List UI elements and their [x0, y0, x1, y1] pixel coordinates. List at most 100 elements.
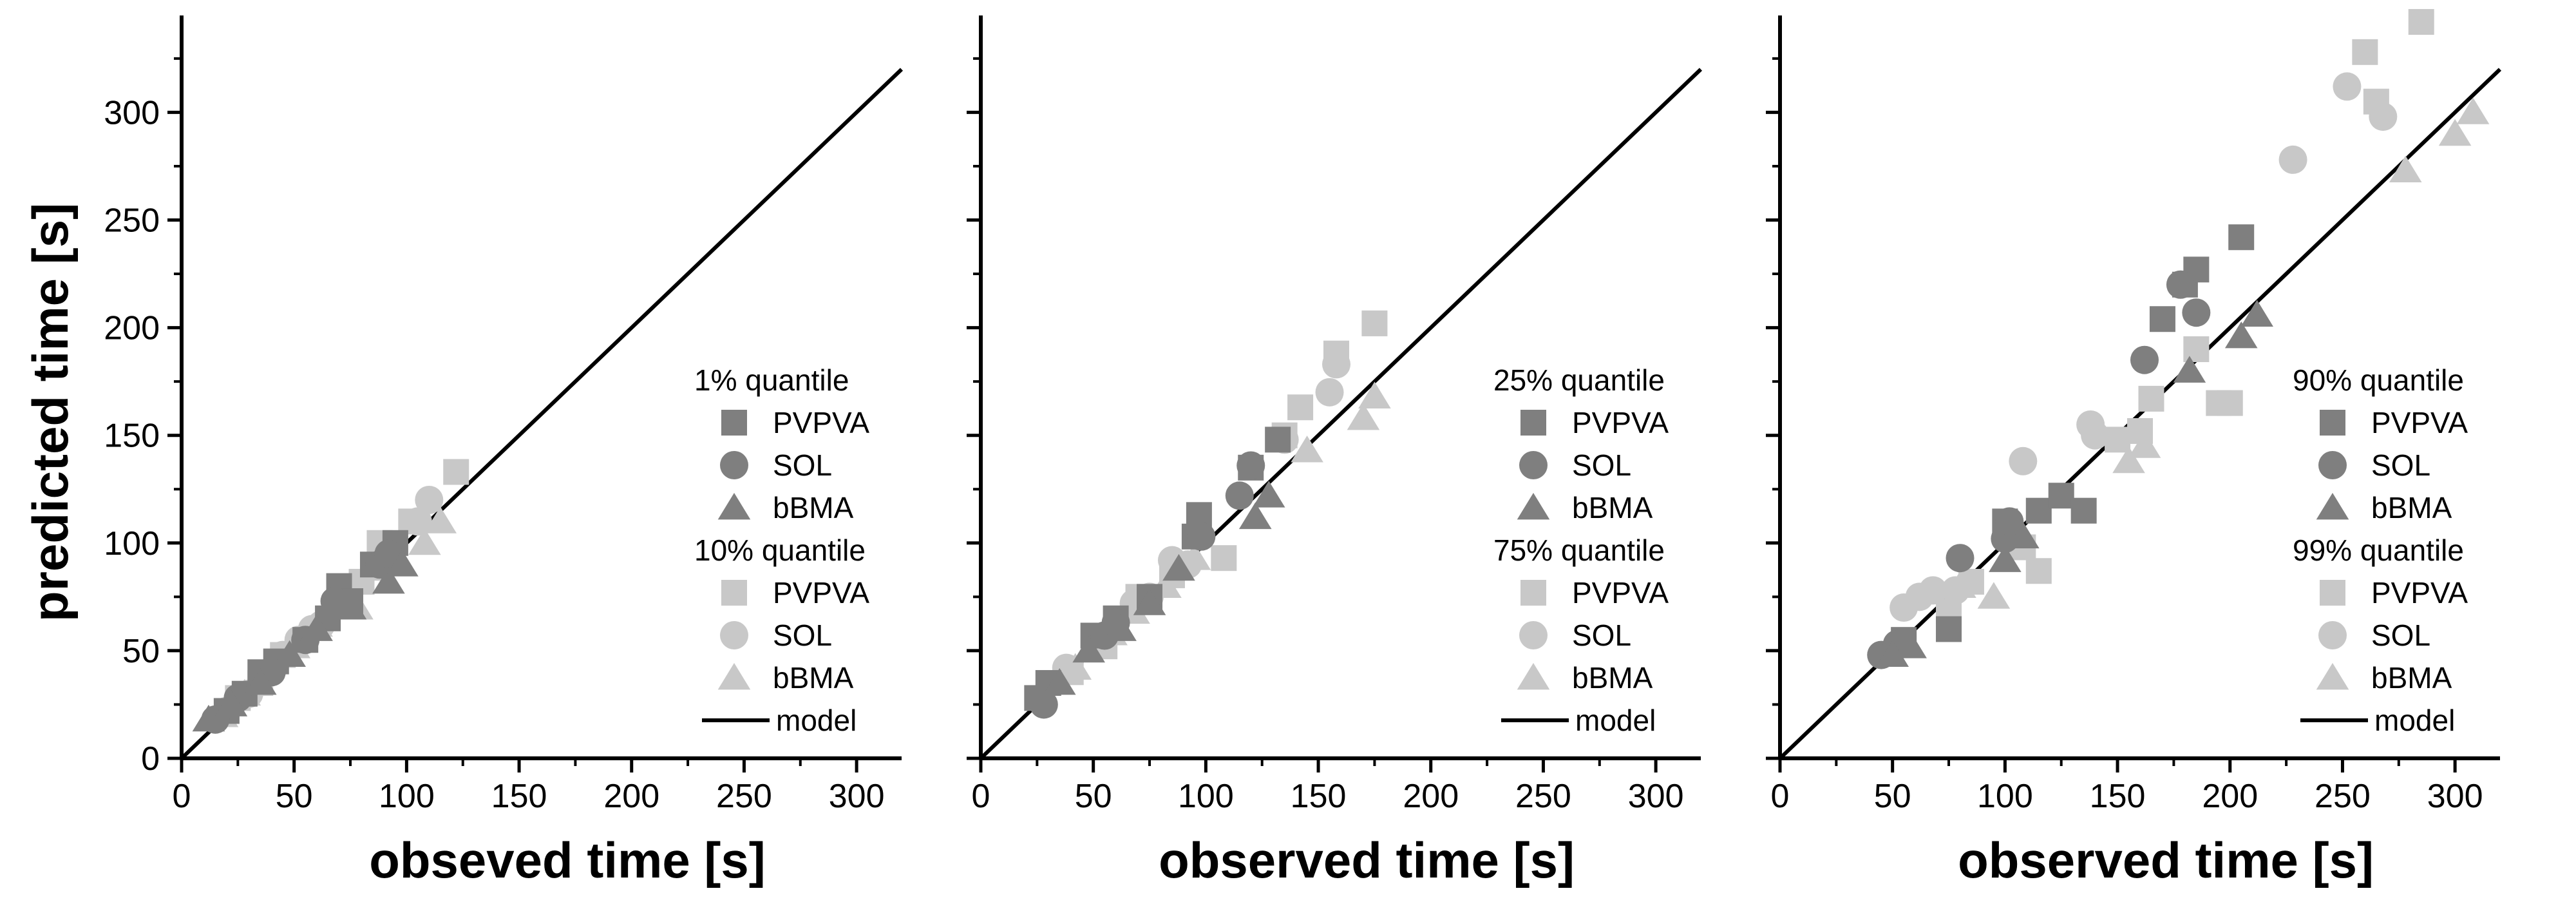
x-tick-label: 300 — [2427, 778, 2483, 815]
y-tick-label: 0 — [141, 740, 160, 778]
data-point-pvpva-square — [2105, 427, 2131, 453]
data-point-sol-circle — [1225, 481, 1254, 510]
data-point-bbma-triangle — [192, 704, 225, 732]
legend-marker-triangle — [717, 663, 751, 690]
data-point-sol-circle — [2369, 102, 2398, 131]
data-point-sol-circle — [1236, 451, 1265, 480]
data-point-bbma-triangle — [2240, 300, 2273, 327]
data-point-bbma-triangle — [2224, 321, 2258, 349]
data-point-sol-circle — [2278, 145, 2307, 174]
data-point-bbma-triangle — [1043, 668, 1076, 695]
panel-2: 0 50 100 150 200 250 300 observed time [s] 25% q… — [967, 15, 1703, 888]
data-point-bbma-triangle — [424, 506, 457, 533]
x-tick-label: 50 — [1874, 778, 1911, 815]
data-point-sol-circle — [2166, 270, 2195, 299]
data-point-bbma-triangle — [2007, 521, 2040, 549]
x-tick-label: 100 — [1178, 778, 1234, 815]
data-point-pvpva-square — [2183, 336, 2210, 363]
legend-marker-square — [1520, 410, 1546, 436]
data-point-bbma-triangle — [1133, 588, 1166, 615]
x-tick-label: 150 — [1291, 778, 1347, 815]
y-tick-label: 250 — [104, 202, 160, 239]
legend-label: PVPVA — [773, 576, 869, 609]
data-point-pvpva-square — [2138, 385, 2164, 412]
legend-label: SOL — [1572, 619, 1631, 652]
x-axis-title: observed time [s] — [1958, 832, 2374, 888]
data-point-sol-circle — [2009, 446, 2038, 475]
data-point-bbma-triangle — [386, 550, 419, 577]
data-point-sol-circle — [1029, 690, 1058, 719]
x-tick-label: 100 — [379, 778, 435, 815]
data-point-bbma-triangle — [334, 593, 367, 620]
legend-label: SOL — [2371, 619, 2430, 652]
legend-marker-circle — [2318, 451, 2347, 479]
data-point-bbma-triangle — [1252, 481, 1285, 508]
legend-marker-square — [721, 410, 747, 436]
data-point-bbma-triangle — [1358, 381, 1391, 408]
y-tick-label: 50 — [122, 633, 160, 670]
data-point-sol-circle — [1322, 350, 1351, 379]
data-point-pvpva-square — [2048, 483, 2074, 509]
legend-label: PVPVA — [2371, 576, 2468, 609]
legend-label: SOL — [1572, 448, 1631, 482]
data-point-bbma-triangle — [1072, 635, 1105, 663]
data-point-sol-circle — [2333, 72, 2362, 101]
x-tick-label: 50 — [276, 778, 313, 815]
legend-label: bBMA — [773, 491, 854, 524]
data-point-bbma-triangle — [1059, 653, 1092, 680]
data-point-sol-circle — [1946, 544, 1975, 573]
legend-label: bBMA — [1572, 661, 1653, 695]
data-point-bbma-triangle — [408, 528, 441, 555]
data-point-pvpva-square — [2217, 390, 2243, 416]
x-tick-label: 150 — [491, 778, 547, 815]
data-point-sol-circle — [1187, 522, 1216, 551]
legend-marker-circle — [1519, 621, 1548, 649]
data-point-pvpva-square — [2070, 497, 2097, 524]
data-point-bbma-triangle — [2456, 97, 2490, 124]
data-point-bbma-triangle — [1291, 436, 1323, 463]
data-point-bbma-triangle — [1989, 545, 2022, 572]
legend-marker-circle — [720, 451, 748, 479]
legend-label: PVPVA — [1572, 576, 1669, 609]
data-point-bbma-triangle — [243, 668, 277, 695]
data-point-pvpva-square — [2025, 558, 2052, 584]
legend-label: SOL — [773, 448, 832, 482]
x-tick-label: 250 — [716, 778, 772, 815]
data-point-bbma-triangle — [273, 640, 306, 667]
data-point-bbma-triangle — [2173, 356, 2206, 383]
legend-label: PVPVA — [773, 406, 869, 439]
data-point-bbma-triangle — [1894, 631, 1927, 658]
x-tick-label: 50 — [1075, 778, 1112, 815]
x-tick-label: 0 — [173, 778, 191, 815]
data-point-bbma-triangle — [1162, 553, 1195, 581]
legend-group-title: 99% quantile — [2293, 533, 2464, 567]
legend-marker-triangle — [1517, 663, 1550, 690]
legend-label: bBMA — [2371, 491, 2452, 524]
legend-marker-triangle — [717, 493, 751, 520]
x-tick-label: 250 — [1515, 778, 1571, 815]
data-point-pvpva-square — [1287, 394, 1314, 421]
x-axis-title: observed time [s] — [1159, 832, 1575, 888]
x-tick-label: 300 — [1628, 778, 1684, 815]
data-point-bbma-triangle — [1238, 502, 1272, 530]
data-point-pvpva-square — [1361, 310, 1388, 336]
y-tick-label: 300 — [104, 94, 160, 131]
legend-group-title: 75% quantile — [1493, 533, 1665, 567]
data-point-pvpva-square — [1936, 616, 1962, 642]
data-point-bbma-triangle — [1977, 582, 2011, 609]
legend-marker-triangle — [2316, 493, 2349, 520]
panel-3: 0 50 100 150 200 250 300 observed time [s] 90% q… — [1766, 9, 2502, 888]
data-point-sol-circle — [403, 507, 432, 536]
x-tick-label: 0 — [1771, 778, 1790, 815]
data-point-sol-circle — [1995, 507, 2024, 536]
y-axis-title: predicted time [s] — [22, 203, 79, 622]
x-tick-label: 200 — [1403, 778, 1459, 815]
data-point-sol-circle — [415, 485, 444, 514]
legend-label: PVPVA — [2371, 406, 2468, 439]
panel-1: 0 50 100 150 200 250 300 0 50 100 150 200 250 300 obse… — [104, 15, 904, 888]
data-point-bbma-triangle — [1178, 543, 1211, 570]
data-point-bbma-triangle — [2128, 431, 2161, 458]
legend-marker-square — [721, 580, 747, 606]
legend-marker-circle — [720, 621, 748, 649]
